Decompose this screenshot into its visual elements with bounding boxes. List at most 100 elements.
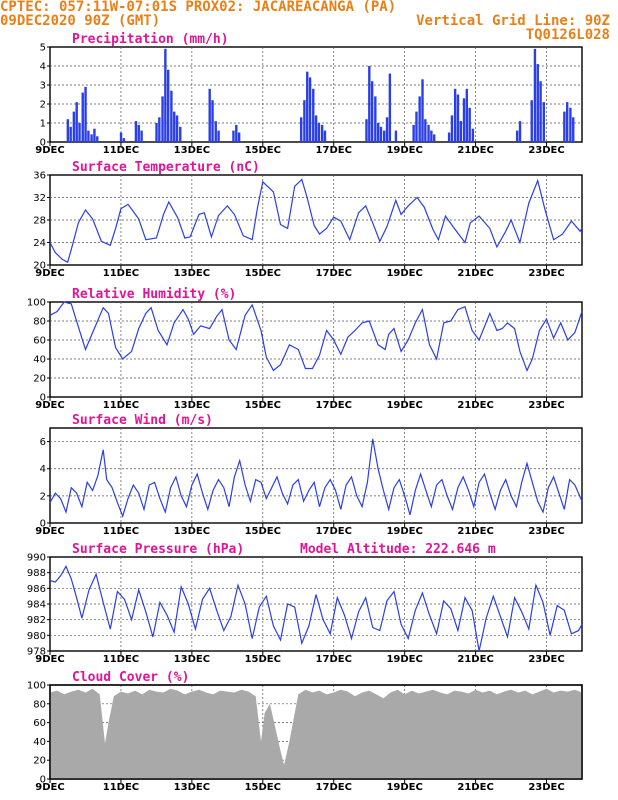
precip-bar xyxy=(427,124,430,142)
precip-bar xyxy=(569,107,572,142)
panel-title: Surface Pressure (hPa) xyxy=(72,542,244,557)
x-tick-label: 21DEC xyxy=(457,145,493,156)
x-tick-label: 15DEC xyxy=(245,654,281,665)
x-tick-label: 23DEC xyxy=(528,400,564,411)
precip-bar xyxy=(211,100,214,142)
precip-bar xyxy=(87,130,90,142)
precip-bar xyxy=(530,100,533,142)
x-tick-label: 15DEC xyxy=(245,526,281,537)
x-tick-label: 9DEC xyxy=(35,268,64,279)
y-tick-label: 5 xyxy=(40,43,46,54)
x-tick-label: 23DEC xyxy=(528,782,564,793)
precip-bar xyxy=(300,117,303,142)
y-tick-label: 6 xyxy=(40,437,46,448)
precip-bar xyxy=(96,136,99,142)
precip-bar xyxy=(122,138,126,142)
precip-bar xyxy=(468,107,471,142)
x-tick-label: 23DEC xyxy=(528,145,564,156)
humidity-series-line xyxy=(49,301,583,372)
precip-bar xyxy=(415,111,418,142)
panel-title: Surface Temperature (nC) xyxy=(72,160,260,175)
y-tick-label: 984 xyxy=(27,600,46,611)
precip-bar xyxy=(214,121,217,142)
y-tick-label: 40 xyxy=(33,737,46,748)
x-tick-label: 11DEC xyxy=(103,145,139,156)
precip-bar xyxy=(119,132,123,142)
cloud-cover-area xyxy=(50,688,582,779)
plot-frame xyxy=(49,684,583,780)
precip-bar xyxy=(161,96,164,142)
x-tick-label: 19DEC xyxy=(386,145,422,156)
grid-line-note: Vertical Grid Line: 90Z xyxy=(416,13,610,29)
x-tick-label: 11DEC xyxy=(103,782,139,793)
y-tick-label: 80 xyxy=(33,699,46,710)
y-tick-label: 1 xyxy=(40,119,46,130)
x-tick-label: 15DEC xyxy=(245,145,281,156)
x-tick-label: 13DEC xyxy=(174,654,210,665)
precip-bar xyxy=(566,102,569,142)
precip-bar xyxy=(388,73,392,142)
panel-title: Surface Wind (m/s) xyxy=(72,413,213,428)
precip-bar xyxy=(515,130,519,142)
x-tick-label: 19DEC xyxy=(386,654,422,665)
precip-bar xyxy=(237,132,241,142)
precip-bar xyxy=(433,134,436,142)
panel-humidity: 0 20 40 60 80 100 9DEC 11DEC 13DEC 15DEC 17DEC 19DE… xyxy=(27,287,583,411)
precip-bar xyxy=(536,64,539,142)
y-tick-label: 40 xyxy=(33,355,46,366)
x-tick-label: 13DEC xyxy=(174,268,210,279)
precip-bar xyxy=(314,115,318,142)
precip-bar xyxy=(155,123,158,142)
x-tick-label: 13DEC xyxy=(174,526,210,537)
y-tick-label: 20 xyxy=(33,374,46,385)
precip-bar xyxy=(308,77,312,142)
precip-bar xyxy=(374,96,377,142)
precip-bar xyxy=(365,119,368,142)
y-tick-label: 60 xyxy=(33,336,46,347)
y-tick-label: 988 xyxy=(27,568,46,579)
y-tick-label: 100 xyxy=(27,681,46,692)
precip-bar xyxy=(471,128,475,142)
precip-bar xyxy=(447,132,451,142)
x-tick-label: 15DEC xyxy=(245,400,281,411)
x-tick-label: 17DEC xyxy=(316,654,352,665)
plot-frame xyxy=(49,301,583,398)
precip-bar xyxy=(158,117,161,142)
precip-bar xyxy=(75,102,78,142)
plot-frame xyxy=(49,427,583,524)
pressure-series-line xyxy=(49,565,583,652)
y-tick-label: 4 xyxy=(40,62,46,73)
y-tick-label: 4 xyxy=(40,464,46,475)
panel-temperature: 20 24 28 32 36 9DEC 11DEC 13DEC 15DEC 17DEC 19DEC 2… xyxy=(33,160,583,279)
precip-bar xyxy=(572,117,575,142)
model-altitude: Model Altitude: 222.646 m xyxy=(300,542,496,557)
precip-bar xyxy=(542,102,545,142)
y-tick-label: 20 xyxy=(33,261,46,272)
y-tick-label: 3 xyxy=(40,81,46,92)
x-tick-label: 21DEC xyxy=(457,654,493,665)
y-tick-label: 978 xyxy=(27,647,46,658)
precip-bar xyxy=(134,121,138,142)
x-tick-label: 9DEC xyxy=(35,782,64,793)
precip-bar xyxy=(303,100,306,142)
precip-bar xyxy=(306,71,309,142)
precip-bar xyxy=(533,48,537,142)
precip-bar xyxy=(456,94,460,142)
x-tick-label: 19DEC xyxy=(386,526,422,537)
precip-bar xyxy=(90,134,93,142)
x-tick-label: 11DEC xyxy=(103,526,139,537)
panel-title: Precipitation (mm/h) xyxy=(72,32,229,47)
precip-bar xyxy=(217,130,220,142)
x-tick-label: 17DEC xyxy=(316,145,352,156)
x-tick-label: 11DEC xyxy=(103,268,139,279)
panel-title: Relative Humidity (%) xyxy=(72,287,236,302)
x-tick-label: 17DEC xyxy=(316,782,352,793)
precip-bar xyxy=(453,88,457,142)
precip-bar xyxy=(140,130,143,142)
y-tick-label: 0 xyxy=(40,519,46,530)
precip-bar xyxy=(424,119,427,142)
y-tick-label: 0 xyxy=(40,393,46,404)
x-tick-label: 21DEC xyxy=(457,782,493,793)
precip-bar xyxy=(459,121,463,142)
